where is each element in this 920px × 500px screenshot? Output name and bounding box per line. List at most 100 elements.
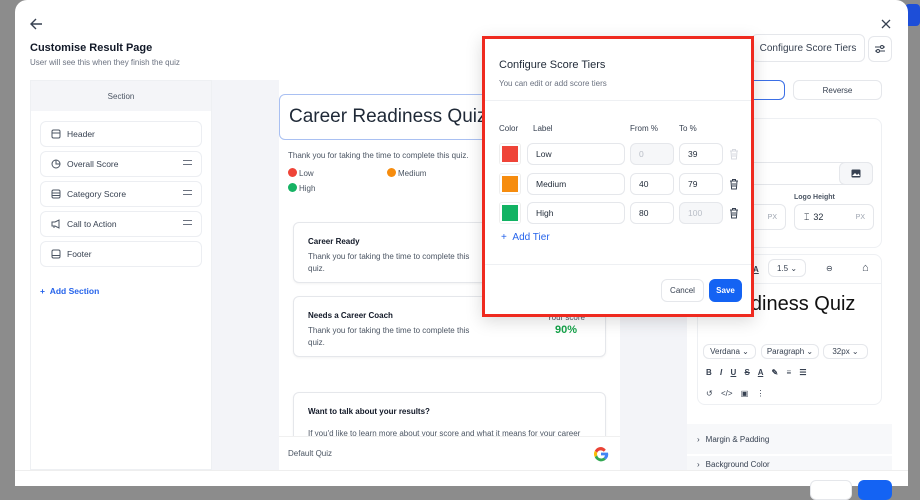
tier-from-input[interactable]: 0 (630, 143, 674, 165)
google-logo-icon (594, 447, 609, 462)
sidebar-item-label: Overall Score (67, 159, 119, 169)
back-arrow-icon[interactable] (30, 18, 43, 30)
undo-icon: ↺ (706, 389, 713, 398)
legend-low: Low (288, 168, 314, 178)
database-icon (51, 189, 61, 199)
logo-height-label: Logo Height (794, 194, 835, 201)
col-color: Color (499, 124, 519, 133)
tab-reverse[interactable]: Reverse (793, 80, 882, 100)
layout-top-icon (51, 129, 61, 139)
tier-label-input[interactable]: High (527, 202, 625, 224)
red-dot-icon (288, 168, 297, 177)
italic-icon: I (720, 368, 723, 377)
modal-title: Configure Score Tiers (499, 59, 606, 71)
sidebar-item-overall-score[interactable]: Overall Score (40, 151, 202, 177)
section-heading: Section (31, 81, 211, 111)
cancel-page-button[interactable] (810, 480, 852, 500)
modal-subtitle: You can edit or add score tiers (499, 79, 607, 88)
format-toolbar[interactable]: B I U S A ✎ ≡ ☰ (706, 368, 807, 377)
highlight-icon: ✎ (771, 368, 779, 377)
tier-to-input[interactable]: 39 (679, 143, 723, 165)
tier-color-swatch[interactable] (499, 202, 521, 224)
sidebar-item-category-score[interactable]: Category Score (40, 181, 202, 207)
close-icon[interactable] (881, 19, 891, 29)
section-sidebar: Section Header Overall Score Category Sc… (30, 80, 212, 470)
tier-to-input[interactable]: 79 (679, 172, 723, 195)
add-section-button[interactable]: + Add Section (40, 286, 100, 296)
bottom-bar (15, 470, 908, 486)
tier-from-input[interactable]: 40 (630, 172, 674, 195)
sidebar-item-footer[interactable]: Footer (40, 241, 202, 267)
underline-icon: U (730, 368, 737, 377)
green-dot-icon (288, 183, 297, 192)
divider (485, 100, 751, 101)
insert-toolbar[interactable]: ↺ </> ▣ ⋮ (706, 389, 765, 398)
sidebar-item-header[interactable]: Header (40, 121, 202, 147)
chevron-right-icon: › (697, 434, 700, 444)
strikethrough-icon: S (744, 368, 750, 377)
configure-score-tiers-modal: Configure Score Tiers You can edit or ad… (482, 36, 754, 317)
drag-handle-icon[interactable] (183, 160, 192, 165)
sidebar-item-label: Category Score (67, 189, 127, 199)
background-button (905, 4, 920, 26)
text-color-icon[interactable]: A (753, 265, 759, 274)
block-type-select[interactable]: Paragraph ⌄ (761, 344, 819, 359)
font-size-select[interactable]: 32px ⌄ (823, 344, 868, 359)
orange-dot-icon (387, 168, 396, 177)
bold-icon: B (706, 368, 712, 377)
sidebar-item-label: Call to Action (67, 219, 117, 229)
quiz-footer: Default Quiz (279, 436, 620, 470)
line-height-select[interactable]: 1.5 ⌄ (768, 259, 806, 277)
save-button[interactable]: Save (709, 279, 742, 302)
score-display: Your score 90% (547, 313, 585, 336)
tier-label-input[interactable]: Low (527, 143, 625, 165)
add-section-label: Add Section (49, 286, 100, 296)
save-page-button[interactable] (858, 480, 892, 500)
cancel-button[interactable]: Cancel (661, 279, 704, 302)
trash-icon[interactable] (729, 148, 739, 160)
embed-icon: ▣ (740, 389, 749, 398)
drag-handle-icon[interactable] (183, 220, 192, 225)
quiz-intro: Thank you for taking the time to complet… (288, 151, 469, 160)
link-icon[interactable]: ⊖ (826, 264, 833, 273)
list-icon: ☰ (799, 368, 807, 377)
align-icon: ≡ (786, 368, 792, 377)
tier-to-input[interactable]: 100 (679, 202, 723, 224)
page-title: Customise Result Page (30, 42, 153, 54)
trash-icon[interactable] (729, 178, 739, 190)
image-icon (851, 169, 861, 178)
tag-icon[interactable]: ⌂ (862, 262, 869, 274)
col-to: To % (679, 124, 697, 133)
more-icon: ⋮ (756, 389, 765, 398)
drag-handle-icon[interactable] (183, 190, 192, 195)
col-from: From % (630, 124, 658, 133)
font-color-icon: A (757, 368, 764, 377)
sidebar-item-label: Footer (67, 249, 92, 259)
page-subtitle: User will see this when they finish the … (30, 58, 180, 67)
settings-sliders-button[interactable] (868, 36, 892, 62)
add-tier-button[interactable]: + Add Tier (501, 232, 550, 243)
megaphone-icon (51, 219, 60, 229)
accordion-margin-padding[interactable]: › Margin & Padding (687, 424, 892, 454)
accordion-background-color[interactable]: › Background Color (687, 456, 892, 470)
configure-score-tiers-button[interactable]: Configure Score Tiers (751, 34, 865, 62)
tier-label-input[interactable]: Medium (527, 172, 625, 195)
tier-color-swatch[interactable] (499, 172, 521, 195)
tier-color-swatch[interactable] (499, 143, 521, 165)
logo-height-input[interactable]: ⌶ 32 PX (794, 204, 874, 230)
sidebar-item-label: Header (67, 129, 95, 139)
sliders-icon (875, 45, 885, 53)
col-label: Label (533, 124, 553, 133)
sidebar-item-call-to-action[interactable]: Call to Action (40, 211, 202, 237)
chevron-right-icon: › (697, 460, 700, 469)
result-card: Needs a Career Coach Thank you for taking… (293, 296, 606, 357)
height-icon: ⌶ (804, 211, 810, 222)
pie-chart-icon (51, 159, 61, 169)
trash-icon[interactable] (729, 207, 739, 219)
tier-from-input[interactable]: 80 (630, 202, 674, 224)
legend-high: High (288, 183, 315, 193)
legend-medium: Medium (387, 168, 426, 178)
upload-image-button[interactable] (839, 162, 873, 185)
layout-bottom-icon (51, 249, 61, 259)
font-family-select[interactable]: Verdana ⌄ (703, 344, 756, 359)
